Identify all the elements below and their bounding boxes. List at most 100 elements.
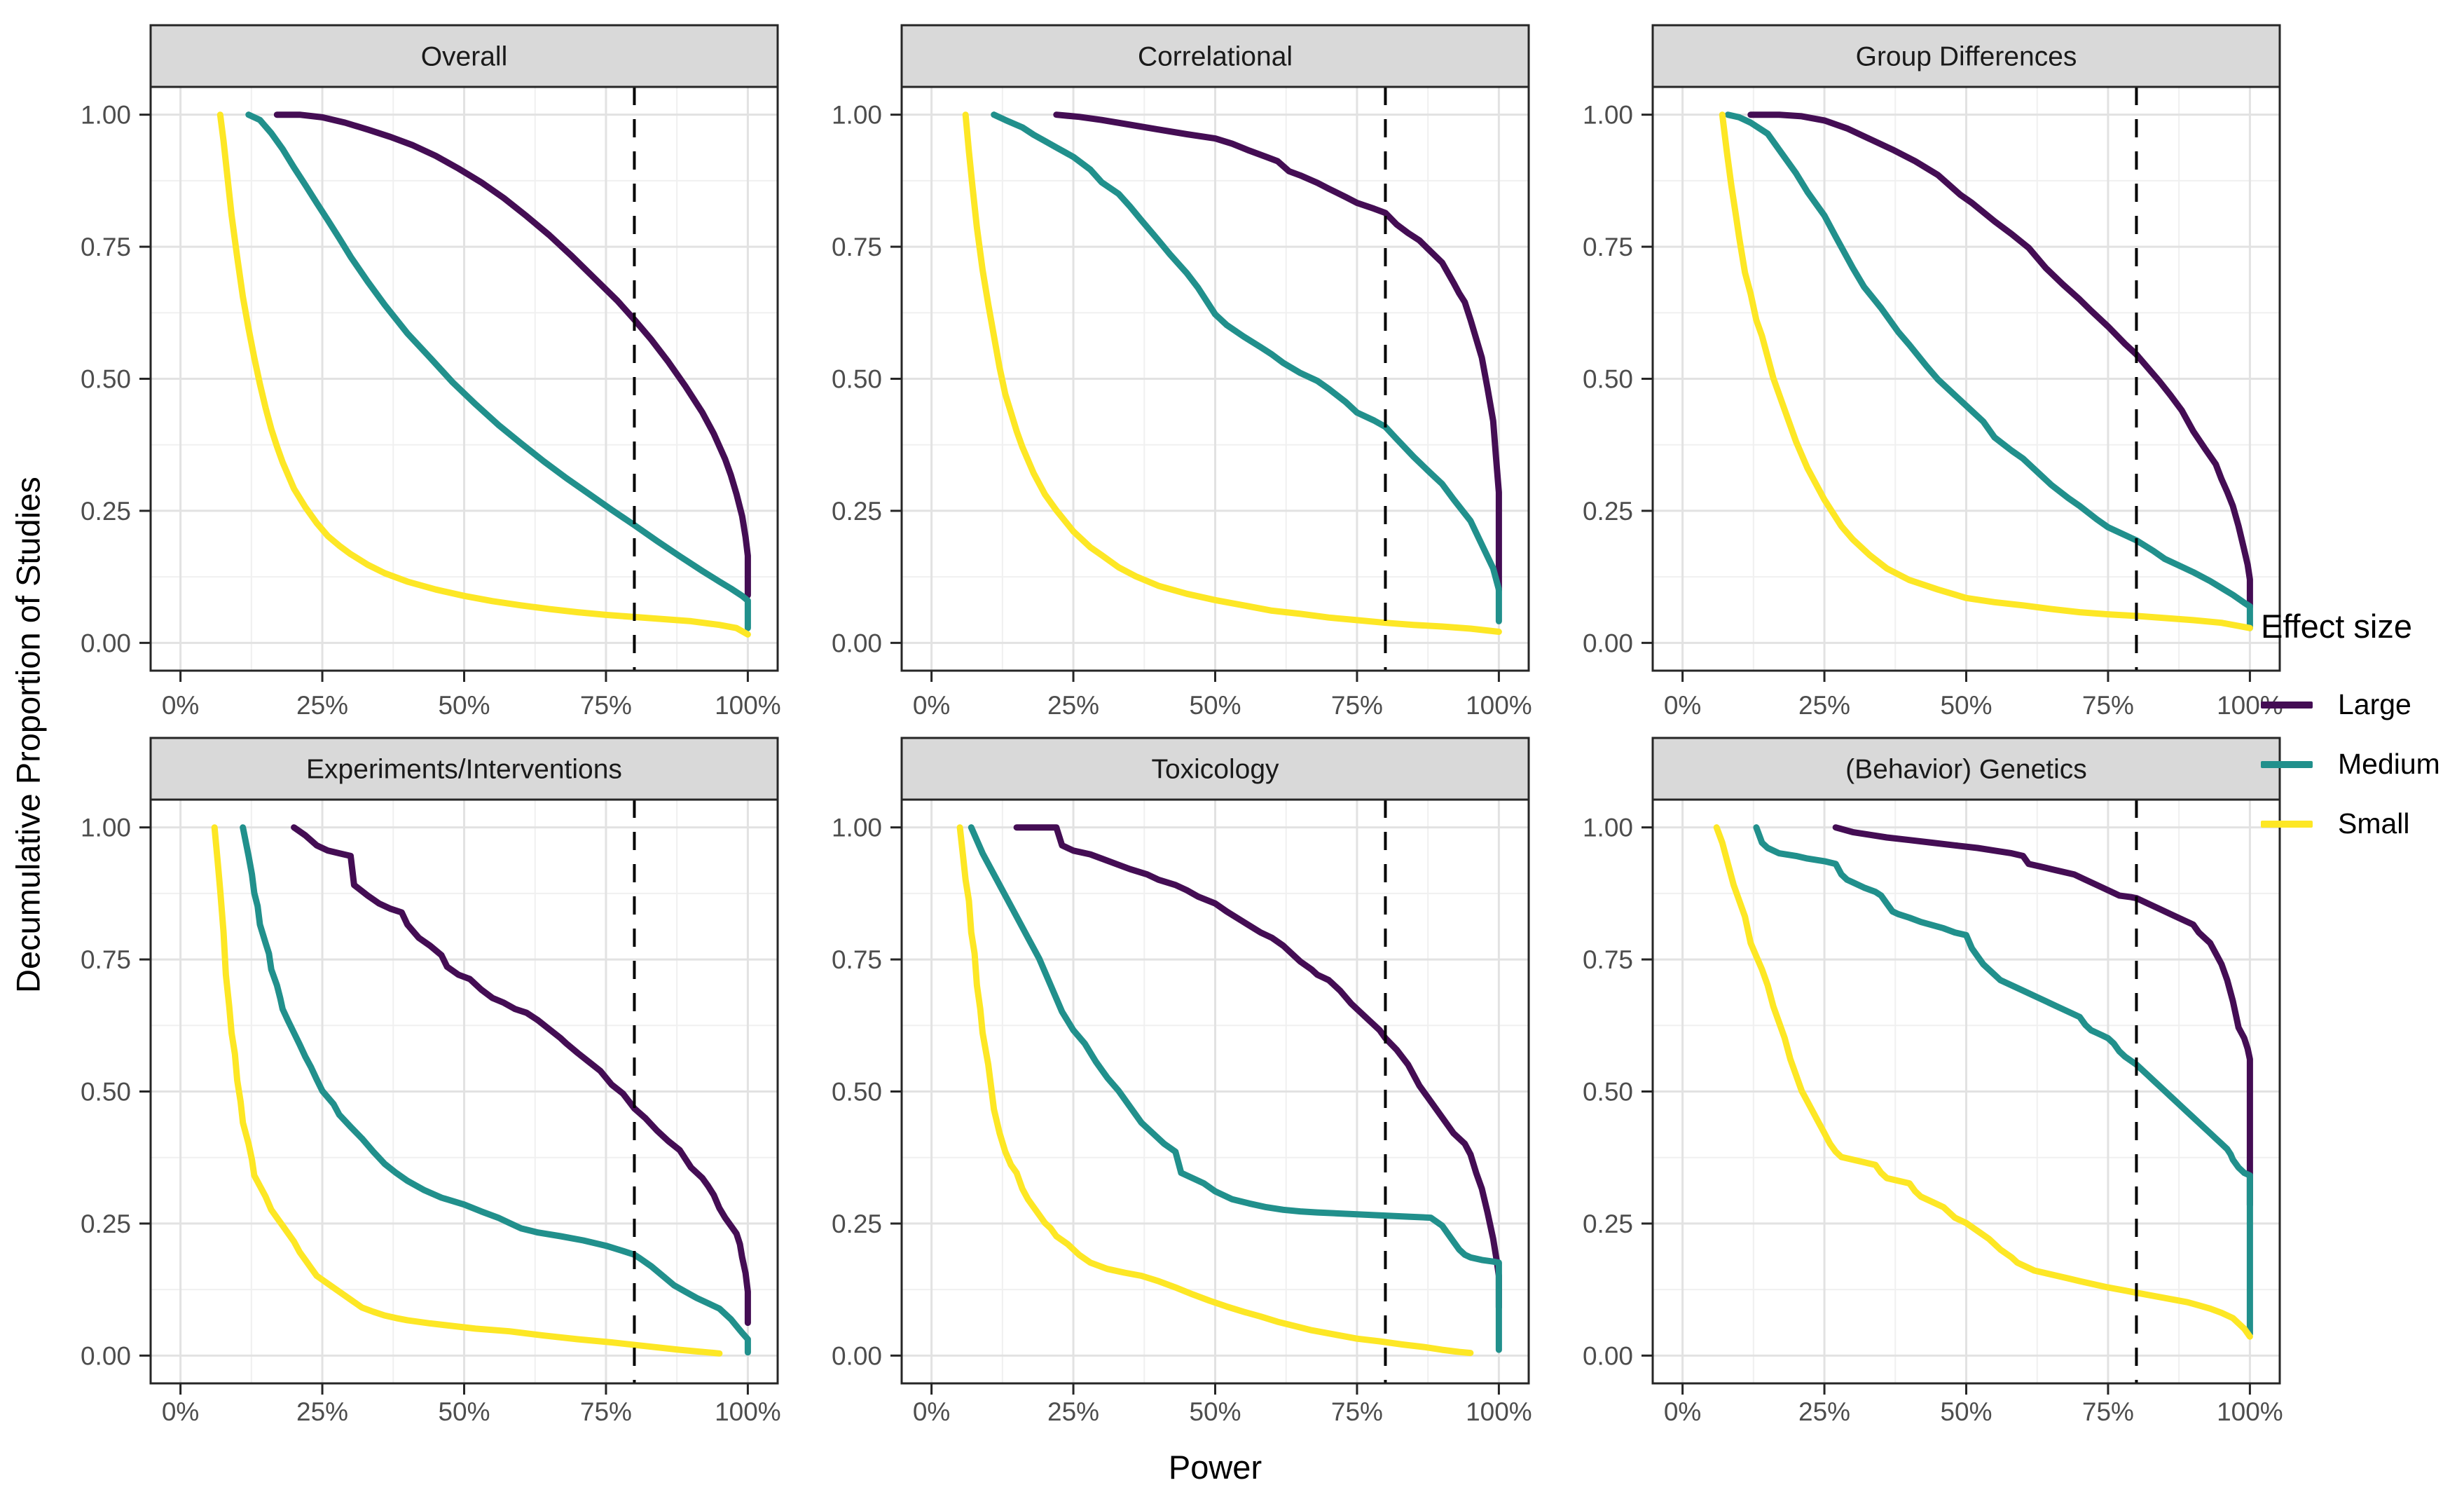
y-tick-label: 0.50 [832,1077,882,1106]
facet-strip [900,737,1530,801]
x-tick-label: 50% [1940,1397,1992,1426]
curve-small [1713,824,2253,1340]
curve-large [273,111,751,598]
legend: Effect size Large Medium Small [2261,607,2464,854]
y-tick-label: 0.00 [832,1341,882,1370]
x-tick-label: 100% [715,1397,781,1426]
y-tick-label: 0.25 [1583,1210,1633,1238]
legend-title: Effect size [2261,608,2412,645]
y-tick-label: 0.00 [1583,1341,1633,1370]
x-tick-label: 25% [296,691,348,720]
x-tick-label: 100% [1466,1397,1532,1426]
x-tick-label: 25% [296,1397,348,1426]
gridlines-major [151,800,778,1383]
y-tick-label: 0.75 [1583,233,1633,261]
curve-small [216,111,751,638]
curve-large [1013,824,1502,1311]
large-line-swatch-icon [2261,701,2313,709]
curve-small [211,824,723,1357]
curve-small [956,824,1474,1357]
x-tick-label: 75% [2082,1397,2134,1426]
facet-strip [149,737,779,801]
x-tick-label: 75% [2082,691,2134,720]
x-tick-label: 100% [715,691,781,720]
curve-large [1832,824,2253,1208]
x-tick-label: 75% [580,1397,632,1426]
x-tick-label: 0% [162,1397,199,1426]
facet-panel-behavior-genetics: (Behavior) Genetics 0% 25% 50% 75% 100% 1.00 0.… [1583,737,2283,1426]
facet-strip-title: Overall [421,42,508,72]
x-tick-label: 0% [913,1397,950,1426]
y-tick-label: 0.75 [832,945,882,974]
legend-item-label: Large [2338,688,2411,720]
curve-medium [245,111,751,631]
gridlines-major [902,87,1529,671]
curve-small [1719,111,2253,631]
facet-panel-toxicology: Toxicology 0% 25% 50% 75% 100% 1.00 0.75 0.50 0.2… [832,737,1532,1426]
y-axis: 1.00 0.75 0.50 0.25 0.00 [1583,101,1653,657]
y-axis: 1.00 0.75 0.50 0.25 0.00 [81,814,151,1370]
x-tick-label: 25% [1047,1397,1099,1426]
y-tick-label: 0.75 [1583,945,1633,974]
y-tick-label: 0.50 [1583,364,1633,393]
y-tick-label: 0.50 [81,1077,131,1106]
legend-item-small: Small [2261,794,2464,854]
y-tick-label: 0.75 [81,233,131,261]
facet-panel-experiments-interventions: Experiments/Interventions 0% 25% 50% 75% 100%… [81,737,781,1426]
x-tick-label: 50% [1940,691,1992,720]
y-tick-label: 0.00 [81,629,131,657]
curve-medium [968,824,1502,1353]
x-tick-label: 25% [1798,1397,1850,1426]
y-tick-label: 1.00 [832,814,882,842]
facet-strip [1651,24,2281,88]
x-tick-label: 25% [1798,691,1850,720]
curve-large [1053,111,1502,594]
x-axis: 0% 25% 50% 75% 100% [162,671,781,720]
y-tick-label: 1.00 [1583,101,1633,130]
curve-small [962,111,1502,635]
y-tick-label: 1.00 [832,101,882,130]
y-axis: 1.00 0.75 0.50 0.25 0.00 [81,101,151,657]
y-tick-label: 0.25 [81,1210,131,1238]
y-tick-label: 0.75 [81,945,131,974]
curve-large [291,824,751,1327]
x-tick-label: 100% [1466,691,1532,720]
facet-strip-title: (Behavior) Genetics [1845,755,2087,785]
legend-item-label: Medium [2338,748,2440,780]
facet-strip [1651,737,2281,801]
y-tick-label: 0.25 [1583,497,1633,526]
x-tick-label: 75% [580,691,632,720]
curve-large [1747,111,2253,610]
facet-panel-correlational: Correlational 0% 25% 50% 75% 100% 1.00 0.75 0.50… [832,24,1532,720]
small-line-swatch-icon [2261,820,2313,828]
facet-strip-title: Correlational [1138,42,1293,72]
curve-medium [1724,111,2253,631]
x-axis-title: Power [1168,1449,1262,1486]
legend-item-large: Large [2261,675,2464,734]
curve-medium [991,111,1502,624]
y-axis-title: Decumulative Proportion of Studies [9,477,47,994]
gridlines-major [151,87,778,671]
facet-strip [149,24,779,88]
facet-panel-overall: Overall 0% 25% 50% 75% 100% 1.00 0.75 0.50 0.25 0.… [81,24,781,720]
facet-strip [900,24,1530,88]
facet-strip-title: Group Differences [1856,42,2077,72]
y-tick-label: 0.25 [81,497,131,526]
legend-item-medium: Medium [2261,734,2464,794]
x-tick-label: 50% [1189,1397,1241,1426]
y-tick-label: 0.75 [832,233,882,261]
y-tick-label: 1.00 [81,101,131,130]
x-tick-label: 0% [1664,1397,1701,1426]
y-axis: 1.00 0.75 0.50 0.25 0.00 [832,814,902,1370]
curve-medium [1753,824,2253,1337]
x-tick-label: 0% [913,691,950,720]
facet-strip-title: Toxicology [1151,755,1279,785]
x-tick-label: 0% [1664,691,1701,720]
x-tick-label: 25% [1047,691,1099,720]
legend-item-label: Small [2338,807,2410,840]
y-tick-label: 0.50 [832,364,882,393]
y-tick-label: 0.00 [81,1341,131,1370]
